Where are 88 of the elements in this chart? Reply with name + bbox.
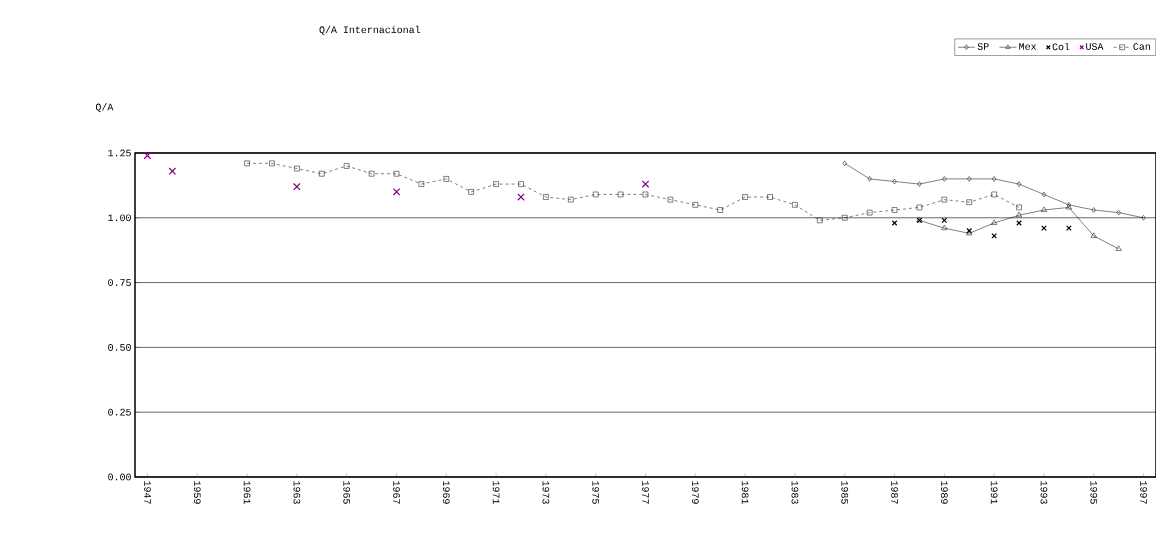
y-tick-label: 0.75: [108, 279, 131, 286]
x-tick-label: 1989: [940, 481, 948, 504]
point: [319, 170, 325, 177]
point: [392, 188, 401, 196]
point: [493, 181, 499, 187]
point: [966, 199, 972, 205]
point: [1116, 209, 1121, 216]
point: [817, 217, 823, 224]
point: [942, 176, 947, 182]
point: [841, 215, 848, 221]
x-tick-label: 1975: [592, 481, 600, 504]
point: [1016, 204, 1022, 211]
point: [642, 191, 649, 198]
x-tick-label: 1977: [642, 481, 649, 504]
x-tick-label: 1963: [293, 481, 301, 504]
legend-label: SP: [977, 43, 989, 50]
point: [244, 160, 250, 167]
point: [343, 163, 350, 169]
point: [742, 194, 748, 200]
point: [1090, 232, 1097, 238]
point: [1115, 245, 1122, 251]
point: [866, 209, 873, 216]
x-tick-label: 1997: [1140, 481, 1147, 504]
x-tick-label: 1961: [243, 481, 251, 504]
point: [168, 167, 177, 175]
x-tick-label: 1993: [1040, 481, 1048, 504]
legend-label: Mex: [1019, 43, 1037, 50]
legend-label: Col: [1052, 42, 1070, 51]
point: [1040, 206, 1047, 212]
point: [1016, 181, 1022, 187]
point: [592, 191, 599, 198]
point: [568, 196, 574, 203]
y-tick-label: 0.00: [108, 473, 131, 481]
legend-label: Can: [1133, 43, 1150, 50]
x-tick-label: 1985: [841, 481, 849, 504]
point: [891, 220, 898, 226]
point: [468, 189, 474, 195]
point: [917, 181, 922, 187]
point: [617, 191, 624, 198]
point: [867, 176, 872, 182]
x-tick-label: 1987: [891, 481, 898, 504]
point: [692, 202, 699, 208]
point: [443, 176, 450, 182]
y-tick-label: 0.50: [108, 344, 131, 351]
point: [518, 181, 524, 187]
point: [641, 180, 650, 188]
x-tick-label: 1995: [1090, 481, 1098, 504]
point: [767, 194, 773, 200]
y-tick-label: 0.25: [108, 408, 131, 416]
point: [368, 170, 375, 177]
x-tick-label: 1965: [343, 481, 351, 504]
point: [269, 160, 275, 167]
x-tick-label: 1991: [990, 481, 998, 504]
point: [891, 207, 898, 213]
y-axis-title: Q/A: [95, 103, 114, 113]
point: [941, 196, 948, 203]
point: [543, 194, 549, 200]
point: [717, 207, 723, 213]
legend-label: USA: [1086, 43, 1104, 50]
point: [991, 219, 998, 225]
x-tick-label: 1981: [741, 481, 749, 504]
point: [941, 224, 948, 230]
point: [992, 176, 997, 182]
chart-title: Q/A Internacional: [319, 25, 421, 35]
point: [892, 178, 897, 185]
point: [143, 151, 152, 160]
point: [293, 182, 301, 191]
point: [667, 196, 674, 203]
x-tick-label: 1971: [492, 481, 500, 504]
x-tick-label: 1979: [691, 481, 699, 504]
x-tick-label: 1947: [144, 481, 151, 504]
y-tick-label: 1.00: [108, 214, 131, 222]
point: [1016, 211, 1023, 218]
x-tick-label: 1969: [442, 481, 450, 504]
point: [1041, 191, 1047, 198]
point: [1091, 207, 1096, 213]
x-tick-label: 1967: [393, 481, 400, 504]
x-tick-label: 1983: [791, 481, 799, 504]
point: [916, 204, 923, 211]
point: [294, 165, 300, 172]
x-tick-label: 1973: [542, 481, 550, 504]
point: [991, 191, 997, 198]
point: [393, 170, 400, 177]
point: [792, 202, 798, 208]
x-tick-label: 1959: [193, 481, 201, 504]
point: [418, 181, 425, 187]
point: [967, 176, 972, 182]
y-tick-label: 1.25: [108, 149, 131, 157]
